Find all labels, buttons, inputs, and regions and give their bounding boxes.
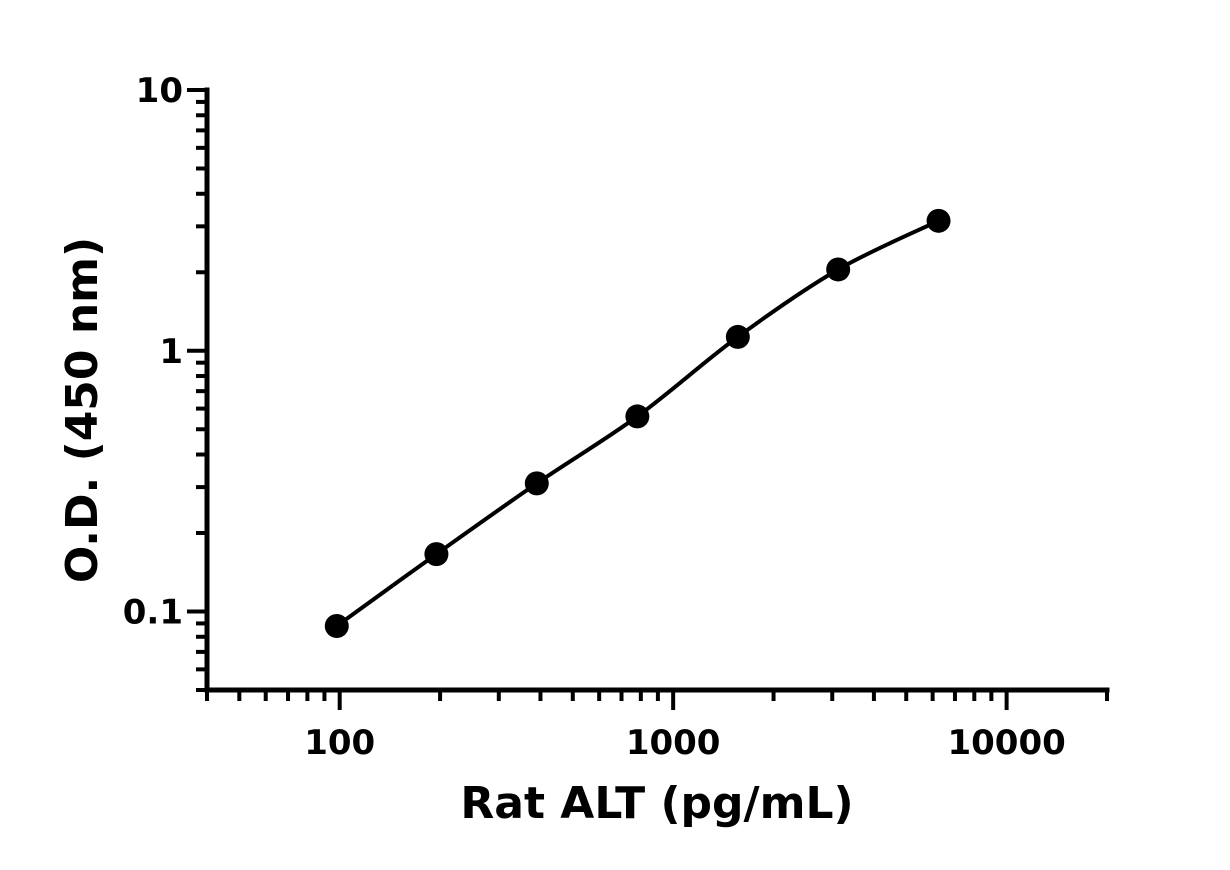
y-axis-title: O.D. (450 nm): [57, 237, 108, 583]
y-tick-label: 0.1: [123, 593, 183, 633]
points-layer: [324, 208, 951, 638]
tick-labels-layer: 100 1000 10000 0.1 1 10: [123, 71, 1066, 763]
x-tick-label: 100: [304, 723, 375, 763]
y-tick-label: 10: [136, 71, 183, 111]
data-point: [625, 404, 650, 429]
x-tick-label: 1000: [626, 723, 721, 763]
data-point: [826, 257, 851, 282]
y-tick-label: 1: [159, 332, 183, 372]
x-tick-label: 10000: [947, 723, 1065, 763]
data-point: [424, 542, 449, 567]
data-point: [926, 208, 951, 233]
data-point: [725, 324, 750, 349]
ticks-layer: [187, 88, 1109, 710]
data-point: [524, 471, 549, 496]
data-point: [324, 613, 349, 638]
x-axis-title: Rat ALT (pg/mL): [460, 778, 853, 829]
